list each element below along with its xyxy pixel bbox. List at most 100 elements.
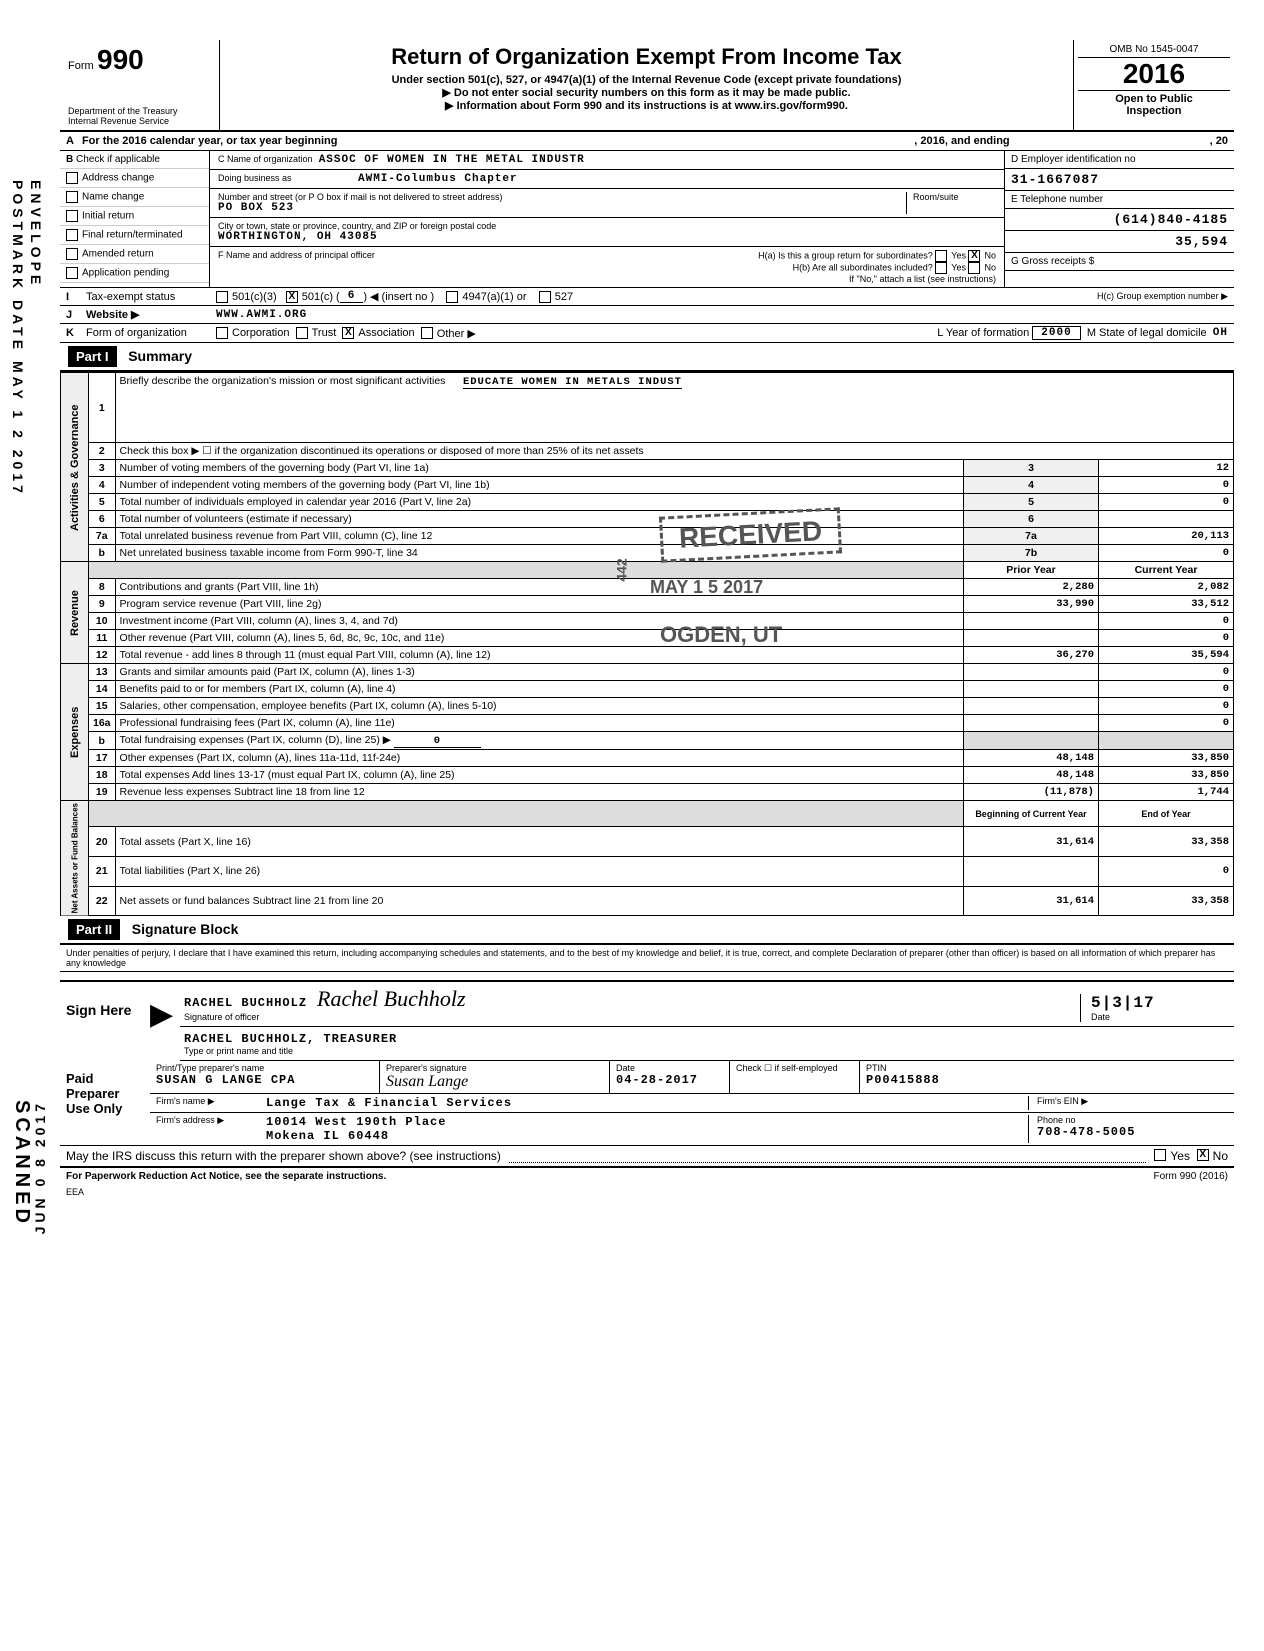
rv8-n: 8: [89, 579, 116, 596]
opt-assoc: Association: [358, 327, 414, 339]
ogden-stamp: OGDEN, UT: [660, 622, 782, 648]
ex19-v1: (11,878): [964, 784, 1099, 801]
na21-l: Total liabilities (Part X, line 26): [115, 856, 963, 886]
form-sub2: ▶ Do not enter social security numbers o…: [230, 86, 1063, 99]
ex14-n: 14: [89, 681, 116, 698]
firm-name: Lange Tax & Financial Services: [266, 1096, 1028, 1110]
rv11-l: Other revenue (Part VIII, column (A), li…: [115, 630, 963, 647]
ha-no: No: [984, 250, 996, 260]
line1-label: Briefly describe the organization's miss…: [120, 375, 446, 387]
discuss-no: No: [1213, 1149, 1228, 1163]
r6-n: 6: [89, 511, 116, 528]
ex13-v1: [964, 664, 1099, 681]
prep-date: 04-28-2017: [616, 1073, 723, 1087]
prep-name: SUSAN G LANGE CPA: [156, 1073, 373, 1087]
ex19-n: 19: [89, 784, 116, 801]
ex13-l: Grants and similar amounts paid (Part IX…: [115, 664, 963, 681]
r7b-v: 0: [1099, 545, 1234, 562]
arrow-icon: ▶: [150, 982, 180, 1061]
cb-501c[interactable]: [286, 291, 298, 303]
ha-label: H(a) Is this a group return for subordin…: [758, 250, 933, 260]
prep-signature: Susan Lange: [386, 1073, 468, 1090]
part1-header: Part I Summary: [60, 343, 1234, 372]
r3-l: Number of voting members of the governin…: [115, 460, 963, 477]
ex16b-inline: 0: [394, 735, 481, 748]
officer-sig-label: Signature of officer: [184, 1012, 1080, 1022]
prior-year-h: Prior Year: [964, 562, 1099, 579]
cb-ha-no[interactable]: [968, 250, 980, 262]
open-public-1: Open to Public: [1078, 93, 1230, 105]
ex19-v2: 1,744: [1099, 784, 1234, 801]
col-c: C Name of organization ASSOC OF WOMEN IN…: [210, 151, 1004, 287]
part2-header: Part II Signature Block: [60, 916, 1234, 945]
firm-addr-label: Firm's address ▶: [156, 1115, 266, 1143]
cb-trust[interactable]: [296, 327, 308, 339]
row-i: I Tax-exempt status 501(c)(3) 501(c) ( 6…: [60, 288, 1234, 306]
ha-yes: Yes: [951, 250, 966, 260]
cb-501c3[interactable]: [216, 291, 228, 303]
lbl-final: Final return/terminated: [82, 230, 183, 241]
officer-signature: Rachel Buchholz: [317, 986, 465, 1011]
opt-other: Other ▶: [437, 327, 476, 340]
ex16a-v1: [964, 715, 1099, 732]
cb-pending[interactable]: [66, 267, 78, 279]
r5-n: 5: [89, 494, 116, 511]
r4-b: 4: [964, 477, 1099, 494]
cb-address-change[interactable]: [66, 172, 78, 184]
501c-num: 6: [340, 290, 364, 303]
form-org-label: Form of organization: [86, 327, 216, 339]
tax-year: 2016: [1078, 58, 1230, 90]
cb-initial[interactable]: [66, 210, 78, 222]
cb-discuss-no[interactable]: [1197, 1149, 1209, 1161]
cb-name-change[interactable]: [66, 191, 78, 203]
opt-501c: 501(c) (: [302, 291, 340, 303]
street-label: Number and street (or P O box if mail is…: [218, 192, 906, 202]
date-label: Date: [1091, 1012, 1230, 1022]
side-governance: Activities & Governance: [61, 373, 89, 562]
r5-b: 5: [964, 494, 1099, 511]
ex18-l: Total expenses Add lines 13-17 (must equ…: [115, 767, 963, 784]
cb-corp[interactable]: [216, 327, 228, 339]
ex18-n: 18: [89, 767, 116, 784]
lbl-address: Address change: [82, 173, 154, 184]
firm-name-label: Firm's name ▶: [156, 1096, 266, 1110]
cb-amended[interactable]: [66, 248, 78, 260]
c-name-label: C Name of organization: [218, 154, 313, 166]
dba-label: Doing business as: [218, 173, 358, 185]
scanned-stamp: SCANNED: [10, 1100, 33, 1227]
cb-other[interactable]: [421, 327, 433, 339]
row-a-mid: , 2016, and ending: [914, 135, 1009, 147]
cb-discuss-yes[interactable]: [1154, 1149, 1166, 1161]
ptin-label: PTIN: [866, 1063, 1228, 1073]
ex16b-n: b: [89, 732, 116, 750]
r4-l: Number of independent voting members of …: [115, 477, 963, 494]
cb-hb-yes[interactable]: [935, 262, 947, 274]
line1-num: 1: [89, 373, 116, 443]
cb-final[interactable]: [66, 229, 78, 241]
rv12-n: 12: [89, 647, 116, 664]
cb-assoc[interactable]: [342, 327, 354, 339]
prep-name-label: Print/Type preparer's name: [156, 1063, 373, 1073]
lbl-initial: Initial return: [82, 211, 134, 222]
ex17-v2: 33,850: [1099, 750, 1234, 767]
state-label: M State of legal domicile: [1087, 327, 1207, 339]
na20-v2: 33,358: [1099, 827, 1234, 857]
ex16a-v2: 0: [1099, 715, 1234, 732]
part2-badge: Part II: [68, 919, 120, 940]
ex19-l: Revenue less expenses Subtract line 18 f…: [115, 784, 963, 801]
received-stamp: RECEIVED: [659, 507, 842, 562]
firm-addr2: Mokena IL 60448: [266, 1129, 1028, 1143]
row-k: K Form of organization Corporation Trust…: [60, 324, 1234, 343]
part1-title: Summary: [128, 348, 192, 364]
r4-v: 0: [1099, 477, 1234, 494]
prep-sig-label: Preparer's signature: [386, 1063, 603, 1073]
cb-4947[interactable]: [446, 291, 458, 303]
cb-hb-no[interactable]: [968, 262, 980, 274]
principal-label: F Name and address of principal officer: [218, 250, 375, 260]
cb-ha-yes[interactable]: [935, 250, 947, 262]
form-header: Form 990 Department of the Treasury Inte…: [60, 40, 1234, 132]
ex13-n: 13: [89, 664, 116, 681]
discuss-label: May the IRS discuss this return with the…: [66, 1149, 501, 1163]
firm-ein-label: Firm's EIN ▶: [1028, 1096, 1228, 1110]
cb-527[interactable]: [539, 291, 551, 303]
